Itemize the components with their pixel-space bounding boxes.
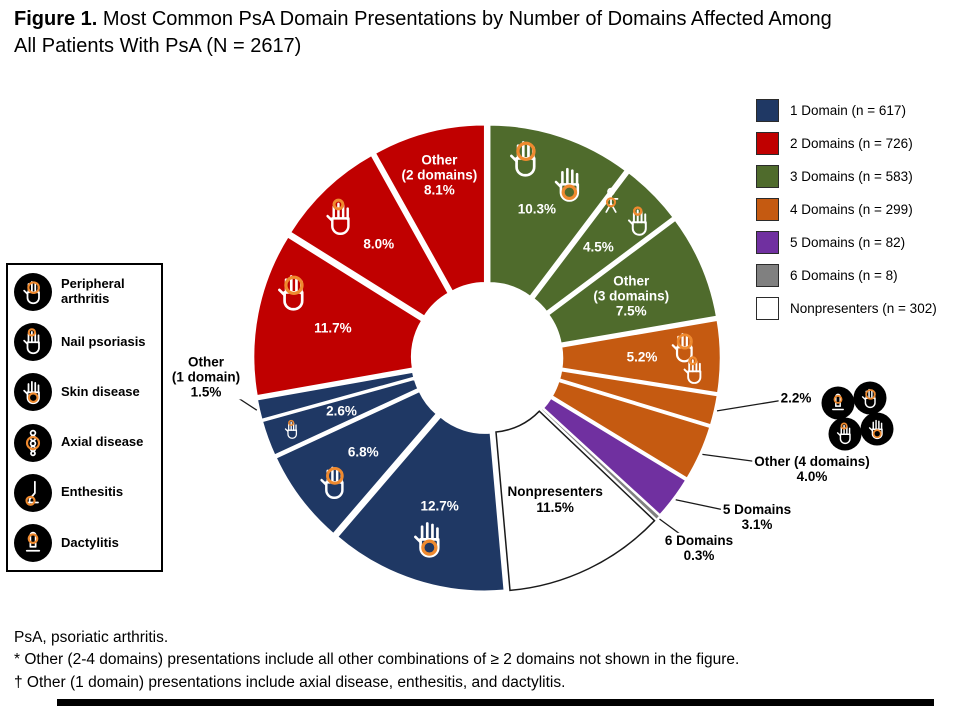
legend-item-6-domains: 6 Domains (n = 8) bbox=[756, 264, 937, 287]
icon-legend-item-axial-disease: Axial disease bbox=[14, 423, 155, 462]
legend-swatch-3-domains bbox=[756, 165, 779, 188]
figure-number: Figure 1. bbox=[14, 8, 98, 30]
icon-legend-label-peripheral-arthritis: Peripheral arthritis bbox=[61, 276, 125, 306]
icon-legend-label-axial-disease: Axial disease bbox=[61, 434, 144, 450]
callout-line-1d-other-1.5 bbox=[205, 376, 258, 411]
footnote-abbreviation: PsA, psoriatic arthritis. bbox=[14, 629, 169, 646]
icon-legend-item-skin-disease: Skin disease bbox=[14, 373, 155, 412]
legend-swatch-6-domains bbox=[756, 264, 779, 287]
icon-legend-item-nail-psoriasis: Nail psoriasis bbox=[14, 323, 155, 362]
slice-6d-0.3 bbox=[540, 408, 661, 520]
nail-psoriasis-icon bbox=[14, 323, 52, 362]
legend-item-2-domains: 2 Domains (n = 726) bbox=[756, 132, 937, 155]
slice-1d-other-1.5 bbox=[255, 370, 417, 422]
footnotes: PsA, psoriatic arthritis. * Other (2-4 d… bbox=[14, 627, 739, 694]
legend-label-6-domains: 6 Domains (n = 8) bbox=[790, 268, 898, 283]
icon-legend-label-skin-disease: Skin disease bbox=[61, 384, 140, 400]
title-text-line2: All Patients With PsA (N = 2617) bbox=[14, 34, 302, 57]
slice-1d-12.7 bbox=[335, 414, 507, 593]
callout-line-4d-other-4.0 bbox=[702, 453, 813, 470]
callout-line-5d-3.1 bbox=[675, 499, 758, 518]
slice-3d-other-7.5 bbox=[546, 217, 719, 346]
dactylitis-icon bbox=[14, 523, 52, 562]
callout-line-4d-2.2 bbox=[716, 397, 797, 412]
icon-legend-label-dactylitis: Dactylitis bbox=[61, 534, 119, 550]
figure-title: Figure 1. Most Common PsA Domain Present… bbox=[14, 6, 966, 60]
legend-label-1-domain: 1 Domain (n = 617) bbox=[790, 103, 906, 118]
legend-item-3-domains: 3 Domains (n = 583) bbox=[756, 165, 937, 188]
color-legend: 1 Domain (n = 617) 2 Domains (n = 726) 3… bbox=[756, 99, 937, 330]
bottom-bar bbox=[57, 699, 934, 706]
legend-label-3-domains: 3 Domains (n = 583) bbox=[790, 169, 913, 184]
domain-icon-legend: Peripheral arthritis Nail psoriasis Skin… bbox=[6, 263, 163, 572]
peripheral-arthritis-icon bbox=[14, 273, 52, 311]
legend-label-5-domains: 5 Domains (n = 82) bbox=[790, 235, 906, 250]
legend-swatch-nonpresenters bbox=[756, 297, 779, 320]
callout-line-6d-0.3 bbox=[659, 518, 700, 549]
axial-disease-icon bbox=[14, 423, 52, 462]
title-line-1: Figure 1. Most Common PsA Domain Present… bbox=[14, 6, 966, 33]
icon-legend-item-enthesitis: Enthesitis bbox=[14, 473, 155, 512]
icon-legend-item-peripheral-arthritis: Peripheral arthritis bbox=[14, 273, 155, 311]
slice-5d-3.1 bbox=[540, 395, 689, 518]
slice-2d-other-8.1 bbox=[372, 122, 487, 294]
legend-swatch-4-domains bbox=[756, 198, 779, 221]
legend-swatch-1-domain bbox=[756, 99, 779, 122]
legend-swatch-2-domains bbox=[756, 132, 779, 155]
slice-4d-other-4.0 bbox=[549, 379, 713, 481]
legend-item-1-domain: 1 Domain (n = 617) bbox=[756, 99, 937, 122]
skin-disease-icon bbox=[14, 373, 52, 412]
footnote-asterisk: * Other (2-4 domains) presentations incl… bbox=[14, 651, 740, 669]
legend-label-2-domains: 2 Domains (n = 726) bbox=[790, 136, 913, 151]
icon-legend-label-nail-psoriasis: Nail psoriasis bbox=[61, 333, 146, 349]
slice-2d-8.0 bbox=[288, 152, 451, 319]
legend-label-4-domains: 4 Domains (n = 299) bbox=[790, 202, 913, 217]
footnote-dagger: † Other (1 domain) presentations include… bbox=[14, 673, 566, 691]
legend-swatch-5-domains bbox=[756, 231, 779, 254]
legend-item-4-domains: 4 Domains (n = 299) bbox=[756, 198, 937, 221]
icon-legend-item-dactylitis: Dactylitis bbox=[14, 523, 155, 562]
title-text-line1: Most Common PsA Domain Presentations by … bbox=[97, 8, 832, 30]
slice-1d-6.8 bbox=[273, 389, 439, 537]
enthesitis-icon bbox=[14, 473, 52, 512]
legend-item-nonpresenters: Nonpresenters (n = 302) bbox=[756, 297, 937, 320]
slice-np-11.5 bbox=[495, 410, 656, 592]
slice-4d-2.2 bbox=[557, 368, 720, 428]
legend-item-5-domains: 5 Domains (n = 82) bbox=[756, 231, 937, 254]
legend-label-nonpresenters: Nonpresenters (n = 302) bbox=[790, 301, 937, 316]
icon-legend-label-enthesitis: Enthesitis bbox=[61, 484, 124, 500]
